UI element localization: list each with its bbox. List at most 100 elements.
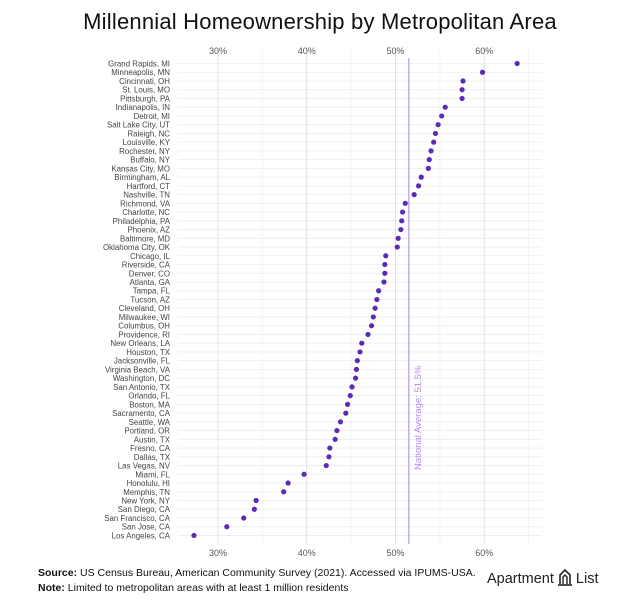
- apartment-list-logo-icon: [557, 568, 573, 590]
- x-tick-label-bottom: 30%: [209, 548, 227, 558]
- data-point: [432, 130, 439, 137]
- source-label: Source:: [38, 567, 78, 579]
- metro-label: Philadelphia, PA: [113, 217, 171, 226]
- data-point: [459, 95, 465, 102]
- metro-label: Providence, RI: [118, 330, 170, 339]
- data-point: [442, 104, 448, 110]
- data-point: [343, 410, 349, 416]
- data-point: [402, 200, 408, 206]
- metro-label: Seattle, WA: [129, 418, 171, 427]
- data-point: [326, 454, 332, 460]
- metro-label: San Diego, CA: [118, 505, 171, 514]
- data-point: [332, 436, 338, 442]
- data-point: [435, 122, 441, 128]
- data-point: [365, 331, 371, 338]
- metro-label: Fresno, CA: [130, 444, 171, 453]
- gridlines: [178, 50, 542, 544]
- metro-label: Raleigh, NC: [127, 129, 170, 138]
- metro-label: Riverside, CA: [122, 261, 171, 270]
- metro-label: Columbus, OH: [118, 322, 170, 331]
- metro-label: San Francisco, CA: [104, 514, 171, 523]
- x-axis-top-labels: 30% 40% 50% 60%: [209, 46, 493, 56]
- reference-line-group: National Average: 51.5%: [408, 58, 424, 544]
- metro-label: Chicago, IL: [130, 252, 171, 261]
- metro-label: Orlando, FL: [128, 392, 170, 401]
- data-point: [301, 471, 307, 477]
- data-point: [251, 506, 257, 512]
- data-point: [382, 261, 388, 268]
- data-point: [353, 366, 360, 372]
- data-point: [398, 226, 404, 233]
- data-point: [426, 157, 432, 163]
- x-tick-label-top: 30%: [209, 46, 227, 56]
- data-point: [395, 235, 401, 241]
- metro-label: Louisville, KY: [123, 138, 171, 147]
- metro-label: Austin, TX: [134, 435, 171, 444]
- data-point: [370, 314, 376, 320]
- metro-label: Hartford, CT: [127, 182, 171, 191]
- note-label: Note:: [38, 582, 65, 594]
- metro-label: Oklahoma City, OK: [103, 243, 171, 252]
- x-tick-label-top: 60%: [475, 46, 493, 56]
- metro-label: Richmond, VA: [120, 199, 171, 208]
- data-point: [514, 60, 520, 67]
- metro-label: Cincinnati, OH: [119, 77, 170, 86]
- data-point: [352, 375, 359, 381]
- data-point: [399, 218, 405, 224]
- data-points: [191, 60, 520, 539]
- metro-label: Detroit, MI: [134, 112, 170, 121]
- data-point: [224, 524, 230, 530]
- data-point: [323, 462, 329, 469]
- metro-label: Virginia Beach, VA: [105, 365, 171, 374]
- national-average-label: National Average: 51.5%: [413, 365, 424, 470]
- data-point: [285, 480, 291, 486]
- dot-plot: 30% 40% 50% 60% 30% 40% 50% 60% National Avera…: [103, 46, 542, 558]
- x-tick-label-bottom: 40%: [298, 548, 316, 558]
- metro-label: Buffalo, NY: [130, 156, 171, 165]
- metro-label: Houston, TX: [126, 348, 170, 357]
- metro-label: San Jose, CA: [122, 523, 171, 532]
- source-line: Source: US Census Bureau, American Commu…: [38, 566, 476, 581]
- metro-label: Tucson, AZ: [130, 295, 170, 304]
- data-point: [460, 78, 466, 84]
- metro-label: Cleveland, OH: [119, 304, 171, 313]
- metro-label: Washington, DC: [113, 374, 170, 383]
- metro-label: Phoenix, AZ: [127, 226, 170, 235]
- data-point: [431, 139, 437, 145]
- metro-label: Las Vegas, NV: [118, 462, 171, 471]
- metro-label: Minneapolis, MN: [111, 68, 170, 77]
- metro-label: Nashville, TN: [123, 191, 170, 200]
- data-point: [241, 515, 247, 521]
- data-point: [411, 192, 417, 198]
- metro-label: San Antonio, TX: [113, 383, 171, 392]
- x-tick-label-top: 40%: [298, 46, 316, 56]
- data-point: [479, 69, 486, 75]
- metro-label: St. Louis, MO: [122, 86, 170, 95]
- metro-label: Jacksonville, FL: [114, 357, 171, 366]
- data-point: [418, 174, 424, 180]
- data-point: [376, 288, 382, 294]
- data-point: [394, 244, 400, 250]
- data-point: [415, 183, 422, 189]
- plot-panel: [178, 46, 542, 544]
- data-point: [354, 358, 360, 364]
- data-point: [281, 489, 287, 495]
- data-point: [253, 497, 259, 504]
- note-line: Note: Limited to metropolitan areas with…: [38, 581, 476, 596]
- data-point: [349, 384, 355, 390]
- metro-label: Dallas, TX: [134, 453, 171, 462]
- metro-label: New York, NY: [121, 497, 170, 506]
- metro-label: Boston, MA: [129, 400, 171, 409]
- data-point: [344, 401, 351, 407]
- brand-word-list: List: [575, 571, 599, 587]
- metro-label: Tampa, FL: [133, 287, 171, 296]
- metro-label: Los Angeles, CA: [112, 531, 171, 540]
- data-point: [372, 305, 378, 311]
- data-point: [459, 87, 465, 93]
- metro-label: Pittsburgh, PA: [120, 94, 171, 103]
- footer-notes: Source: US Census Bureau, American Commu…: [38, 566, 476, 596]
- chart-title: Millennial Homeownership by Metropolitan…: [83, 9, 557, 34]
- data-point: [337, 419, 344, 425]
- data-point: [428, 148, 434, 154]
- brand-word-apartment: Apartment: [487, 571, 554, 587]
